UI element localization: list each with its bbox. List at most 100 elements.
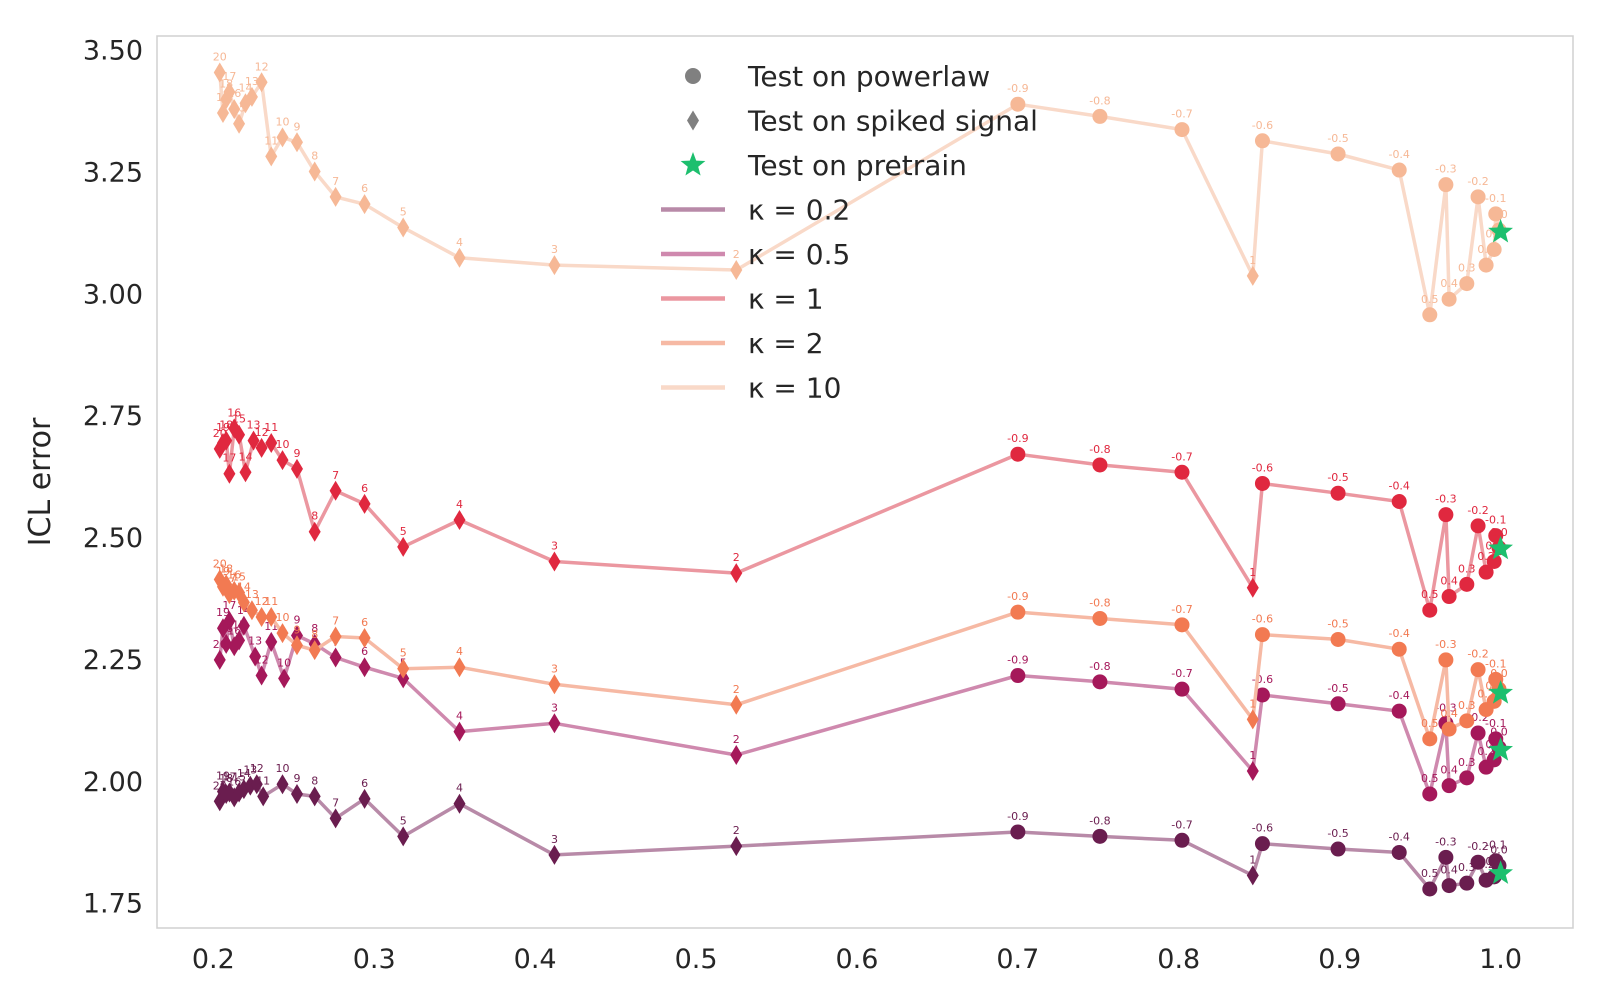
point-label: 0.5 [1421,293,1439,306]
point-label: 0.1 [1485,855,1503,868]
spiked-point [220,633,233,654]
x-tick-label: 0.2 [192,944,235,975]
point-label: -0.3 [1435,163,1456,176]
point-label: 19 [216,606,230,619]
x-tick-label: 0.7 [996,944,1039,975]
powerlaw-point [1010,604,1026,620]
point-label: -0.7 [1171,450,1192,463]
spiked-point [213,649,226,670]
spiked-point [548,551,561,572]
powerlaw-point [1174,464,1190,480]
point-label: -0.2 [1467,504,1488,517]
point-label: 14 [239,450,253,463]
spiked-point [730,694,743,715]
point-label: 20 [213,557,227,570]
legend-label: κ = 0.5 [748,238,850,271]
point-label: 4 [456,782,463,795]
spiked-point [255,72,268,93]
y-tick-label: 3.00 [83,279,143,310]
spiked-point [329,808,342,829]
point-label: -0.6 [1252,461,1273,474]
point-label: -0.8 [1089,443,1110,456]
point-label: 11 [256,774,270,787]
point-label: 14 [239,81,253,94]
point-label: 0.4 [1440,277,1458,290]
x-tick-label: 1.0 [1479,944,1522,975]
point-label: 0.5 [1421,772,1439,785]
spiked-point [220,430,233,451]
point-label: -0.4 [1388,689,1409,702]
legend-item: κ = 0.5 [661,238,850,271]
spiked-point [358,194,371,215]
point-label: 16 [227,87,241,100]
spiked-point [223,463,236,484]
spiked-point [730,563,743,584]
point-label: 11 [264,421,278,434]
spiked-point [730,744,743,765]
point-label: 19 [216,421,230,434]
powerlaw-point [1254,475,1270,491]
powerlaw-point [1486,241,1502,257]
point-label: 2 [733,733,740,746]
spiked-point [249,646,262,667]
point-label: 1 [1249,853,1256,866]
powerlaw-point [1092,674,1108,690]
point-label: 9 [293,447,300,460]
point-label: 0.2 [1477,243,1495,256]
point-label: -0.5 [1327,827,1348,840]
point-label: 0.0 [1490,208,1508,221]
point-label: 13 [243,764,257,777]
y-tick-label: 2.50 [83,523,143,554]
pretrain-point [1488,680,1513,704]
spiked-point [233,113,246,134]
powerlaw-point [1254,836,1270,852]
point-label: 2 [733,551,740,564]
pretrain-point [1488,860,1513,884]
legend-item: κ = 2 [661,327,824,360]
powerlaw-point [1010,668,1026,684]
powerlaw-point [1092,828,1108,844]
point-label: 1 [1249,697,1256,710]
point-label: -0.1 [1485,192,1506,205]
point-label: 19 [216,770,230,783]
point-label: 12 [250,762,264,775]
powerlaw-point [1459,875,1475,891]
point-label: 16 [227,775,241,788]
point-label: 0.5 [1421,588,1439,601]
point-label: 4 [456,498,463,511]
powerlaw-point [1174,122,1190,138]
spiked-point [308,161,321,182]
powerlaw-point [1488,206,1504,222]
spiked-point [1246,577,1259,598]
y-tick-label: 2.00 [83,767,143,798]
point-label: 9 [293,623,300,636]
powerlaw-point [1174,681,1190,697]
powerlaw-point [1391,641,1407,657]
legend-label: Test on spiked signal [747,105,1038,138]
point-label: -0.1 [1485,839,1506,852]
legend-item: Test on pretrain [680,149,967,182]
powerlaw-point [1470,725,1486,741]
point-label: 0.4 [1440,575,1458,588]
powerlaw-point [1470,662,1486,678]
powerlaw-point [1441,778,1457,794]
point-label: 16 [227,569,241,582]
point-label: 7 [332,796,339,809]
point-label: 17 [222,572,236,585]
powerlaw-point [1438,652,1454,668]
point-label: -0.6 [1252,673,1273,686]
point-label: 0.0 [1490,667,1508,680]
spiked-point [358,493,371,514]
spiked-point [453,657,466,678]
point-label: 14 [237,580,251,593]
point-label: -0.4 [1388,627,1409,640]
spiked-point [290,458,303,479]
point-label: 0.2 [1477,745,1495,758]
spiked-point [358,657,371,678]
spiked-point [358,788,371,809]
series-group: 201918171615141312111098765432-0.9-0.8-0… [213,406,1513,618]
powerlaw-point [1438,849,1454,865]
point-label: 20 [213,638,227,651]
powerlaw-point [1478,564,1494,580]
